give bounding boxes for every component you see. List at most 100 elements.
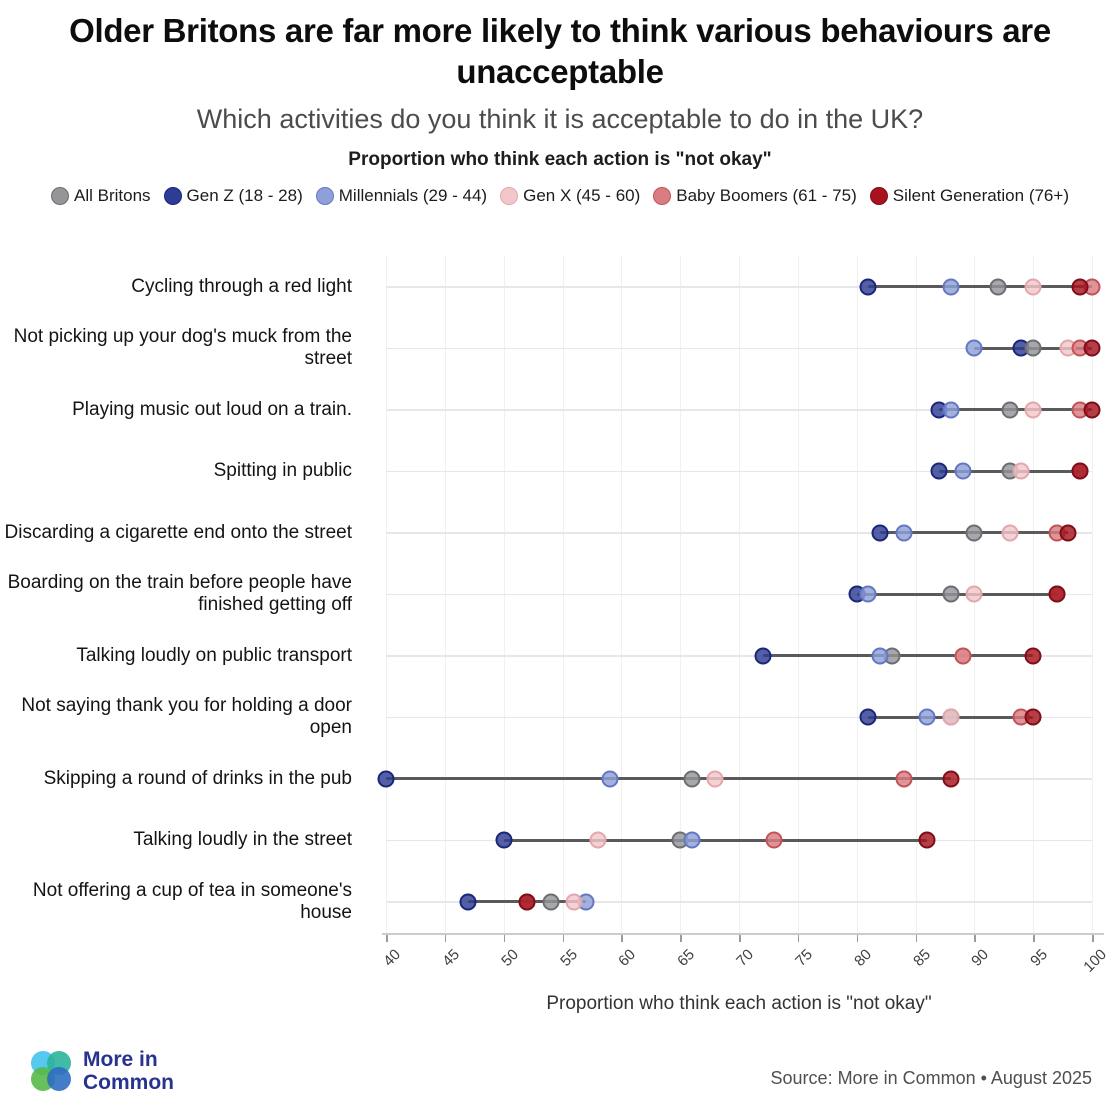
page-title: Older Britons are far more likely to thi…: [69, 12, 1051, 90]
tick-mark-50: [503, 934, 506, 942]
row-track: [386, 318, 1101, 380]
tick-label-90: 90: [968, 946, 993, 970]
x-axis-line: [382, 933, 1104, 935]
dot-millennials-29-44: [683, 831, 701, 849]
dot-silent-generation-76: [1071, 278, 1089, 296]
tick-mark-40: [386, 934, 388, 942]
row-label: Boarding on the train before people have…: [7, 572, 352, 616]
tick-label-40: 40: [380, 946, 405, 970]
tick-label-60: 60: [615, 946, 640, 970]
tick-mark-65: [680, 934, 682, 942]
dot-silent-generation-76: [1024, 647, 1042, 665]
legend-swatch-icon: [51, 187, 69, 205]
row-connector-line: [503, 838, 928, 842]
subtitle: Which activities do you think it is acce…: [196, 104, 924, 134]
dot-silent-generation-76: [1024, 708, 1042, 726]
row-baseline: [386, 716, 1092, 718]
row-label: Not saying thank you for holding a door …: [21, 695, 352, 739]
dot-gen-z-18-28: [377, 770, 395, 788]
footer: More in Common Source: More in Common • …: [0, 1040, 1120, 1120]
brand-name-line1: More in: [83, 1048, 158, 1071]
dot-millennials-29-44: [942, 278, 960, 296]
brand-name: More in Common: [83, 1048, 174, 1094]
dot-gen-z-18-28: [754, 647, 772, 665]
tick-label-95: 95: [1027, 946, 1052, 970]
dot-gen-z-18-28: [859, 278, 877, 296]
row-track: [386, 810, 1092, 872]
row-track: [386, 379, 1101, 441]
row-track: [377, 748, 1092, 810]
chart-row-not-offering-a-cup-of-tea-in-someone-s-h: Not offering a cup of tea in someone's h…: [0, 871, 1120, 933]
dot-gen-x-45-60: [1001, 524, 1019, 542]
dot-all-britons: [542, 893, 560, 911]
legend-swatch-icon: [500, 187, 519, 205]
tick-label-75: 75: [792, 946, 816, 970]
row-label: Spitting in public: [213, 460, 352, 482]
dot-millennials-29-44: [601, 770, 619, 788]
dot-millennials-29-44: [895, 524, 913, 542]
dot-gen-z-18-28: [930, 462, 948, 480]
row-track: [386, 625, 1092, 687]
row-track: [386, 687, 1092, 749]
row-label: Discarding a cigarette end onto the stre…: [4, 521, 352, 543]
dot-gen-z-18-28: [495, 831, 513, 849]
row-track: [386, 871, 1092, 933]
legend-label: Gen Z (18 - 28): [186, 186, 303, 205]
dot-gen-x-45-60: [706, 770, 724, 788]
measure-heading: Proportion who think each action is "not…: [348, 149, 772, 170]
row-label: Talking loudly on public transport: [76, 644, 352, 666]
tick-label-55: 55: [556, 946, 581, 970]
tick-mark-95: [1033, 934, 1035, 942]
dot-gen-x-45-60: [589, 831, 607, 849]
row-baseline: [386, 532, 1092, 534]
row-label: Not picking up your dog's muck from the …: [13, 326, 352, 370]
tick-label-80: 80: [850, 946, 875, 970]
legend-label: Millennials (29 - 44): [338, 186, 488, 205]
tick-label-65: 65: [674, 946, 699, 970]
tick-label-70: 70: [733, 946, 758, 970]
dot-silent-generation-76: [1059, 524, 1077, 542]
legend-item-all-britons: All Britons: [51, 186, 151, 206]
chart-row-discarding-a-cigarette-end-onto-the-stre: Discarding a cigarette end onto the stre…: [0, 502, 1120, 564]
dot-gen-z-18-28: [859, 708, 877, 726]
legend-item-gen-x-45-60: Gen X (45 - 60): [500, 186, 640, 206]
dot-plot-chart: Cycling through a red light Not picking u…: [0, 256, 1120, 1056]
legend-swatch-icon: [653, 187, 672, 205]
brand: More in Common: [28, 1048, 174, 1094]
tick-mark-80: [856, 934, 859, 942]
legend-item-millennials-29-44: Millennials (29 - 44): [315, 186, 488, 206]
dot-silent-generation-76: [1083, 339, 1101, 357]
dot-silent-generation-76: [918, 831, 936, 849]
row-label: Skipping a round of drinks in the pub: [43, 767, 352, 789]
row-baseline: [386, 901, 1092, 903]
row-track: [386, 502, 1092, 564]
tick-mark-70: [739, 934, 741, 942]
x-axis-label: Proportion who think each action is "not…: [546, 993, 932, 1014]
row-baseline: [386, 286, 1092, 288]
tick-label-100: 100: [1080, 946, 1111, 976]
dot-baby-boomers-61-75: [895, 770, 913, 788]
row-baseline: [386, 655, 1092, 657]
tick-mark-90: [974, 934, 976, 942]
dot-gen-x-45-60: [1024, 401, 1042, 419]
tick-label-45: 45: [439, 946, 463, 970]
dot-all-britons: [1001, 401, 1019, 419]
tick-mark-100: [1092, 934, 1094, 942]
dot-gen-x-45-60: [942, 708, 960, 726]
source-credit: Source: More in Common • August 2025: [770, 1068, 1092, 1088]
dot-silent-generation-76: [1071, 462, 1089, 480]
dot-millennials-29-44: [942, 401, 960, 419]
chart-row-spitting-in-public: Spitting in public: [0, 441, 1120, 503]
chart-row-playing-music-out-loud-on-a-train: Playing music out loud on a train.: [0, 379, 1120, 441]
dot-all-britons: [683, 770, 701, 788]
legend-label: All Britons: [74, 186, 151, 205]
dot-silent-generation-76: [1048, 585, 1066, 603]
legend-label: Gen X (45 - 60): [523, 186, 641, 205]
dot-millennials-29-44: [954, 462, 972, 480]
dot-all-britons: [965, 524, 983, 542]
row-baseline: [386, 593, 1092, 595]
dot-millennials-29-44: [965, 339, 983, 357]
tick-label-50: 50: [497, 946, 522, 970]
row-connector-line: [386, 777, 951, 781]
